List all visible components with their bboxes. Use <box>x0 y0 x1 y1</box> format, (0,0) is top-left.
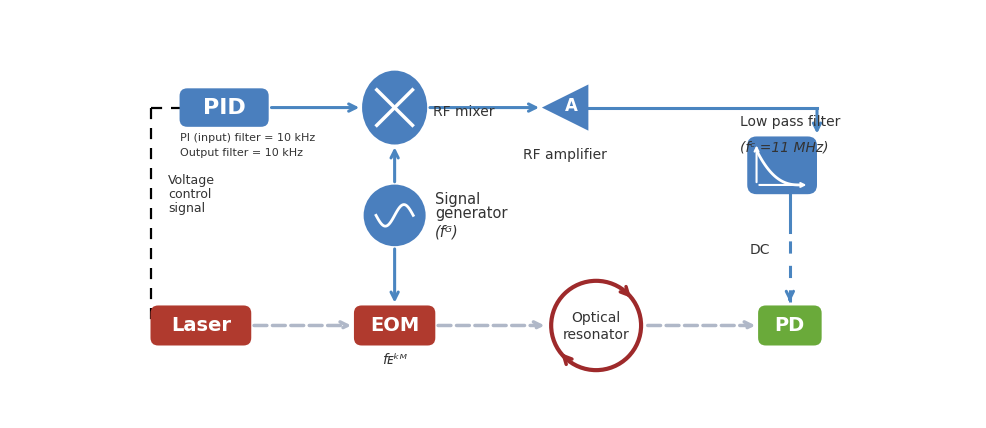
FancyBboxPatch shape <box>354 306 435 345</box>
Text: Voltage: Voltage <box>169 174 215 187</box>
Text: (fᶜ =11 MHz): (fᶜ =11 MHz) <box>739 140 827 155</box>
FancyBboxPatch shape <box>150 306 251 345</box>
Text: Optical: Optical <box>571 311 620 325</box>
Text: DC: DC <box>749 243 770 257</box>
Text: signal: signal <box>169 202 205 215</box>
Text: Output filter = 10 kHz: Output filter = 10 kHz <box>179 149 303 158</box>
Text: resonator: resonator <box>562 328 629 342</box>
Text: EOM: EOM <box>370 316 419 335</box>
FancyBboxPatch shape <box>746 137 816 194</box>
Text: PD: PD <box>774 316 805 335</box>
Text: PI (input) filter = 10 kHz: PI (input) filter = 10 kHz <box>179 133 315 143</box>
Text: (fᴳ): (fᴳ) <box>435 225 458 240</box>
Text: Low pass filter: Low pass filter <box>739 115 839 129</box>
Ellipse shape <box>362 71 427 145</box>
Text: Laser: Laser <box>171 316 231 335</box>
Text: RF amplifier: RF amplifier <box>523 148 606 162</box>
Text: control: control <box>169 188 211 201</box>
FancyBboxPatch shape <box>179 88 268 127</box>
FancyBboxPatch shape <box>757 306 820 345</box>
Text: RF mixer: RF mixer <box>433 105 494 119</box>
Text: PID: PID <box>202 98 246 118</box>
Polygon shape <box>541 84 588 131</box>
Text: fᴇᵏᴹ: fᴇᵏᴹ <box>382 353 406 367</box>
Text: Signal: Signal <box>435 193 479 208</box>
Text: A: A <box>564 97 577 115</box>
Circle shape <box>363 184 425 246</box>
Text: generator: generator <box>435 206 507 221</box>
